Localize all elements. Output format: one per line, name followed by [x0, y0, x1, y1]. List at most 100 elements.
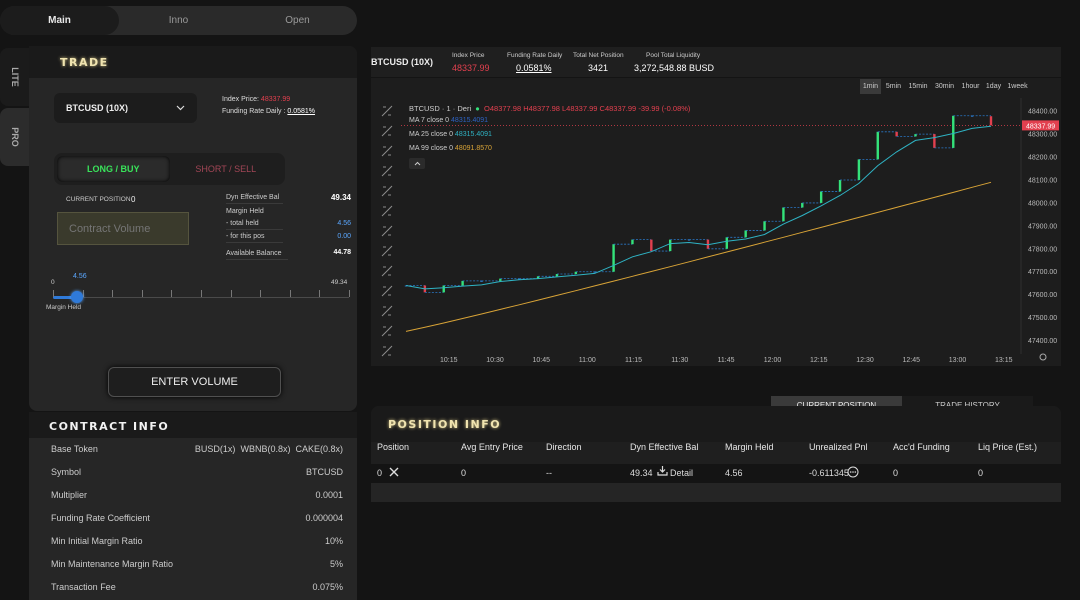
slider-handle[interactable]	[71, 291, 83, 303]
candle	[650, 239, 653, 252]
base-token: WBNB(0.8x)	[240, 443, 291, 454]
price-tick-label: 48000.00	[1028, 200, 1057, 207]
slider-value-label: 4.56	[73, 273, 87, 280]
interval-1week[interactable]: 1week	[1007, 83, 1028, 90]
brush-icon[interactable]	[380, 164, 394, 178]
funding-rate-value: 0.0581%	[287, 108, 316, 115]
tab-trade-history[interactable]: TRADE HISTORY	[935, 400, 1000, 410]
legend-collapse-button[interactable]	[409, 158, 425, 169]
for-pos-label: - for this pos	[226, 233, 283, 243]
interval-1day[interactable]: 1day	[985, 83, 1002, 90]
tab-open[interactable]: Open	[285, 15, 310, 26]
measure-icon[interactable]	[380, 264, 394, 278]
contract-volume-input[interactable]	[57, 212, 189, 245]
candle	[461, 280, 464, 286]
interval-1min[interactable]: 1min	[860, 79, 881, 94]
position-panel-header: POSITION INFO	[371, 406, 1061, 442]
ma7-legend: MA 7 close 0 48315.4091	[409, 117, 489, 124]
price-tick-label: 47700.00	[1028, 269, 1057, 276]
contract-info-header: CONTRACT INFO	[29, 412, 357, 438]
interval-5min[interactable]: 5min	[885, 83, 902, 90]
candle	[914, 134, 917, 137]
symbol-select[interactable]: BTCUSD (10X)	[54, 93, 197, 123]
candle	[857, 159, 861, 180]
position-panel: POSITION INFO	[371, 406, 1061, 502]
price-tick-label: 48400.00	[1028, 109, 1057, 116]
smile-icon[interactable]	[380, 244, 394, 258]
text-icon[interactable]	[380, 184, 394, 198]
candle	[876, 131, 879, 160]
slider-tick	[289, 290, 291, 297]
stat-label: Funding Rate Daily	[507, 52, 563, 59]
slider-tick	[53, 290, 54, 297]
index-price-value: 48337.99	[260, 96, 291, 103]
candle	[668, 239, 672, 252]
col-funding: Acc'd Funding	[893, 442, 950, 452]
eye-icon[interactable]	[380, 344, 394, 358]
price-tick-label: 47500.00	[1028, 315, 1057, 322]
pool-liquidity-stat: 3,272,548.88 BUSD	[634, 63, 715, 73]
candle	[819, 191, 823, 203]
detail-link[interactable]: Detail	[670, 468, 694, 478]
candle	[725, 237, 729, 249]
interval-30min[interactable]: 30min	[934, 83, 955, 90]
legend-ohlc: O48377.98 H48377.98 L48337.99 C48337.99 …	[484, 104, 691, 113]
slider-tick	[141, 290, 143, 297]
slider-tick	[319, 290, 321, 297]
slider-max-label: 49.34	[331, 279, 348, 286]
cell-dyn-bal: 49.34	[630, 468, 653, 478]
more-icon[interactable]	[847, 466, 859, 481]
slider-ticks	[53, 290, 350, 297]
price-tick-label: 48100.00	[1028, 177, 1057, 184]
long-buy-button[interactable]: LONG / BUY	[57, 156, 170, 182]
close-icon[interactable]	[389, 467, 399, 480]
contract-info-panel: CONTRACT INFO Base Token BUSD(1x) WBNB(0…	[29, 412, 357, 600]
position-table-row	[371, 464, 1061, 483]
cell-unrealized: -0.611345	[809, 468, 849, 478]
candlestick-chart[interactable]: 48400.00 48300.00 48200.00 48100.00 48000.00…	[371, 78, 1061, 366]
base-token: CAKE(0.8x)	[295, 443, 343, 454]
margin-slider[interactable]	[53, 297, 349, 298]
col-unrealized: Unrealized Pnl	[809, 442, 868, 452]
lock-icon[interactable]	[380, 324, 394, 338]
last-price-tag	[1022, 120, 1059, 131]
ruler-icon[interactable]	[380, 224, 394, 238]
net-position-stat: 3421	[588, 63, 609, 73]
col-avg-entry: Avg Entry Price	[461, 442, 523, 452]
drawing-toolbar	[378, 104, 398, 360]
price-tick-label: 48300.00	[1028, 132, 1057, 139]
current-position-value: 0	[131, 195, 136, 204]
market-header: BTCUSD (10X) Index Price 48337.99 Fundin…	[371, 47, 1061, 77]
price-tick-label: 47800.00	[1028, 246, 1057, 253]
price-tick-label: 47400.00	[1028, 338, 1057, 345]
interval-1hour[interactable]: 1hour	[961, 83, 980, 90]
col-dyn-bal: Dyn Effective Bal	[630, 442, 699, 452]
candle	[744, 230, 747, 238]
download-icon[interactable]	[657, 465, 668, 479]
slider-tick	[201, 290, 202, 297]
price-chart[interactable]: 48400.00 48300.00 48200.00 48100.00 48000.00…	[371, 78, 1061, 366]
pattern-icon[interactable]	[380, 204, 394, 218]
tab-lite[interactable]: LITE	[0, 48, 29, 106]
tab-pro[interactable]: PRO	[0, 108, 29, 166]
tab-main[interactable]: Main	[0, 6, 119, 35]
slider-min-label: 0	[51, 279, 55, 286]
magnet-icon[interactable]	[380, 304, 394, 318]
time-tick-label: 10:30	[486, 357, 504, 364]
side-toggle: LONG / BUY SHORT / SELL	[54, 153, 285, 185]
contract-row-symbol: Symbol BTCUSD	[51, 466, 343, 477]
contract-row-fee: Transaction Fee 0.075%	[51, 581, 343, 592]
candle	[536, 276, 540, 279]
price-tick-label: 47900.00	[1028, 223, 1057, 230]
ma-slow-line	[405, 181, 992, 332]
enter-volume-button[interactable]: ENTER VOLUME	[108, 367, 281, 397]
short-sell-button[interactable]: SHORT / SELL	[195, 164, 257, 174]
crosshair-icon[interactable]	[380, 104, 394, 118]
trend-line-icon[interactable]	[380, 124, 394, 138]
interval-15min[interactable]: 15min	[908, 83, 928, 90]
zoom-icon[interactable]	[380, 284, 394, 298]
fork-icon[interactable]	[380, 144, 394, 158]
contract-info-title: CONTRACT INFO	[49, 420, 170, 433]
candle	[574, 271, 578, 275]
tab-inno[interactable]: Inno	[168, 15, 189, 26]
